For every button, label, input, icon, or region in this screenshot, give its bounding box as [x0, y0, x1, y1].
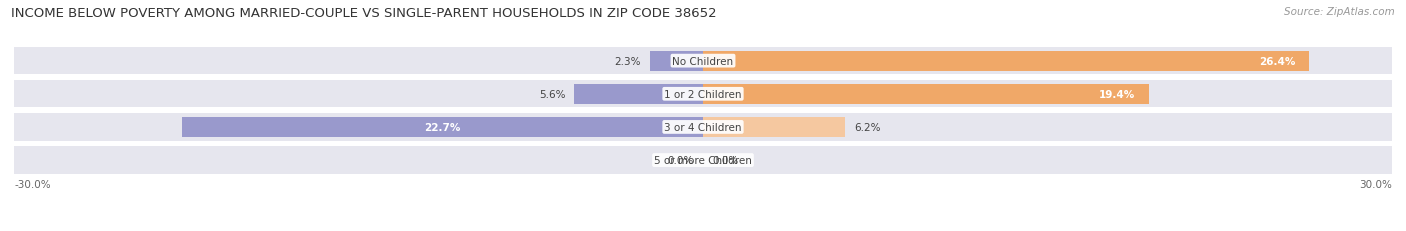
Text: 26.4%: 26.4%: [1260, 56, 1295, 66]
Bar: [650, 52, 703, 71]
Bar: [14, 48, 1392, 75]
Text: 30.0%: 30.0%: [1360, 179, 1392, 189]
Text: 0.0%: 0.0%: [668, 155, 693, 165]
Bar: [14, 147, 1392, 174]
Bar: [14, 114, 1392, 141]
Bar: [703, 118, 845, 137]
Text: No Children: No Children: [672, 56, 734, 66]
Bar: [575, 85, 703, 104]
Text: 2.3%: 2.3%: [614, 56, 641, 66]
Text: INCOME BELOW POVERTY AMONG MARRIED-COUPLE VS SINGLE-PARENT HOUSEHOLDS IN ZIP COD: INCOME BELOW POVERTY AMONG MARRIED-COUPL…: [11, 7, 717, 20]
Bar: [14, 81, 1392, 108]
Legend: Married Couples, Single Parents: Married Couples, Single Parents: [599, 229, 807, 231]
Text: 22.7%: 22.7%: [425, 122, 461, 132]
Text: Source: ZipAtlas.com: Source: ZipAtlas.com: [1284, 7, 1395, 17]
Text: 1 or 2 Children: 1 or 2 Children: [664, 89, 742, 99]
Text: 19.4%: 19.4%: [1098, 89, 1135, 99]
Text: 5.6%: 5.6%: [538, 89, 565, 99]
Bar: [703, 52, 1309, 71]
Text: 5 or more Children: 5 or more Children: [654, 155, 752, 165]
Bar: [181, 118, 703, 137]
Text: 0.0%: 0.0%: [713, 155, 738, 165]
Text: 3 or 4 Children: 3 or 4 Children: [664, 122, 742, 132]
Text: -30.0%: -30.0%: [14, 179, 51, 189]
Bar: [703, 85, 1149, 104]
Text: 6.2%: 6.2%: [855, 122, 882, 132]
